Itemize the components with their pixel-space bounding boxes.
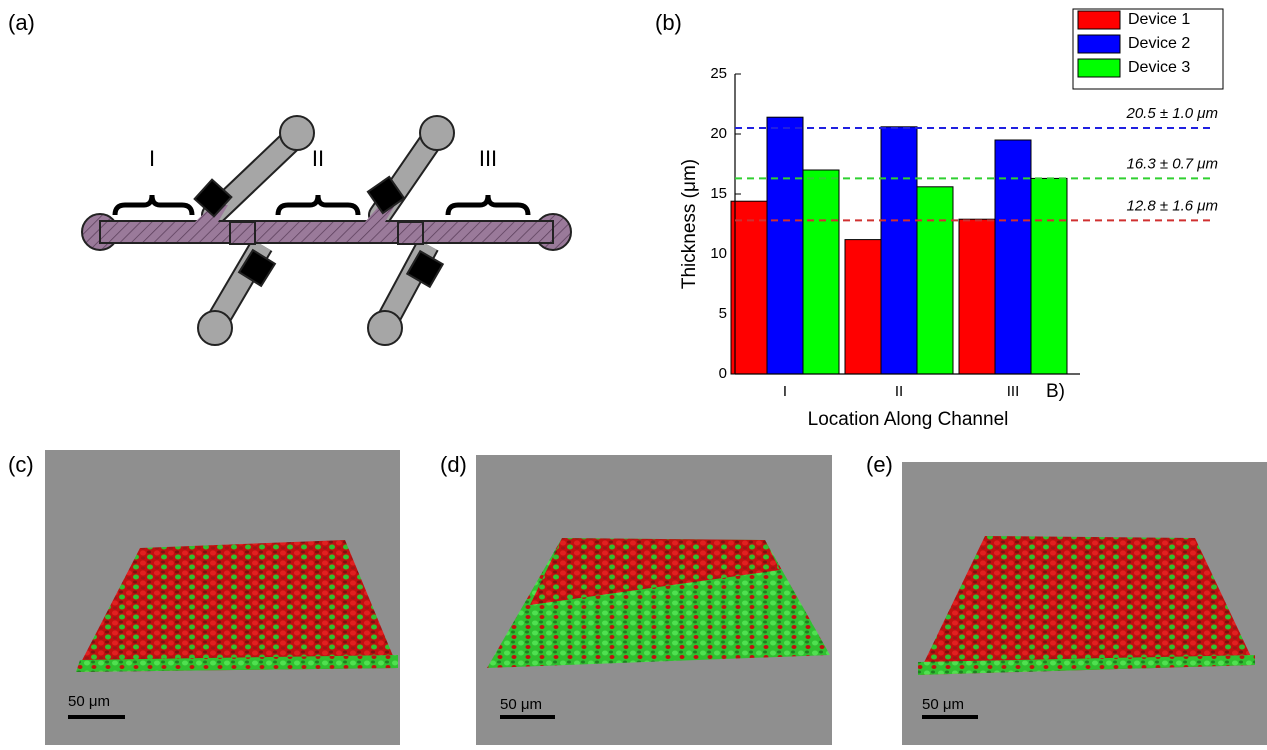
y-tick-label: 0	[719, 365, 727, 382]
x-tick-label: II	[895, 383, 903, 400]
micrograph: 50 μm	[45, 450, 400, 745]
y-tick-label: 25	[710, 65, 727, 82]
figure: (a) (b) (c) (d) (e) I II III 0510152025	[0, 0, 1267, 745]
region-label: I	[149, 146, 155, 171]
legend-label: Device 3	[1128, 59, 1190, 76]
channel-diagram	[82, 116, 571, 345]
bar	[845, 240, 881, 374]
y-axis-label: Thickness (μm)	[679, 159, 700, 289]
x-tick-label: III	[1007, 383, 1020, 400]
legend-swatch	[1078, 59, 1120, 77]
panel-label: (a)	[8, 10, 35, 35]
region-label: II	[312, 146, 324, 171]
braces	[115, 195, 528, 215]
micrograph: 50 μm	[476, 455, 832, 745]
reference-label: 20.5 ± 1.0 μm	[1126, 105, 1219, 122]
x-axis-label: Location Along Channel	[808, 409, 1009, 430]
legend-label: Device 1	[1128, 11, 1190, 28]
bar	[803, 170, 839, 374]
bar	[731, 201, 767, 374]
scale-bar-label: 50 μm	[922, 696, 964, 713]
region-label: III	[479, 146, 497, 171]
y-tick-label: 10	[710, 245, 727, 262]
scale-bar-label: 50 μm	[68, 693, 110, 710]
y-tick-label: 5	[719, 305, 727, 322]
panel-label: (d)	[440, 452, 467, 477]
panel-label: (c)	[8, 452, 34, 477]
x-tick-label: I	[783, 383, 787, 400]
bar	[1031, 178, 1067, 374]
bar	[917, 187, 953, 374]
legend-label: Device 2	[1128, 35, 1190, 52]
bar	[767, 117, 803, 374]
legend-swatch	[1078, 11, 1120, 29]
y-tick-label: 15	[710, 185, 727, 202]
bar	[881, 127, 917, 374]
reference-label: 12.8 ± 1.6 μm	[1127, 197, 1219, 214]
legend-swatch	[1078, 35, 1120, 53]
y-tick-label: 20	[710, 125, 727, 142]
panel-label: (e)	[866, 452, 893, 477]
bar	[959, 219, 995, 374]
micrograph: 50 μm	[902, 462, 1267, 745]
annotation: B)	[1046, 381, 1065, 402]
panel-label: (b)	[655, 10, 682, 35]
bar	[995, 140, 1031, 374]
scale-bar-label: 50 μm	[500, 696, 542, 713]
reference-label: 16.3 ± 0.7 μm	[1127, 155, 1219, 172]
